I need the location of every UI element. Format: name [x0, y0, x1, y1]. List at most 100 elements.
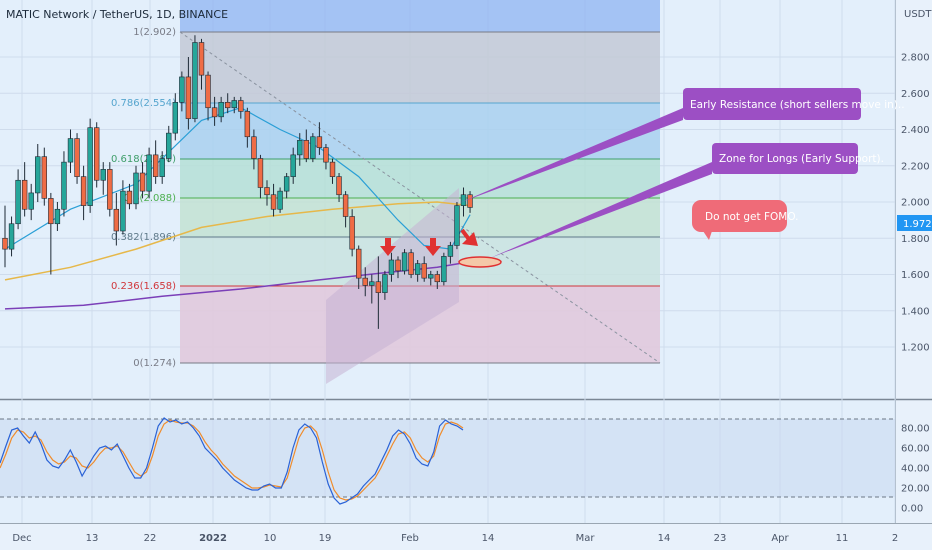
candle-body: [342, 194, 349, 217]
candle: [54, 202, 61, 231]
candle-body: [231, 100, 237, 109]
price-axis[interactable]: 2.800 2.600 2.400 2.200 2.000 1.800 1.600 1.400…: [901, 53, 930, 354]
candle-body: [159, 158, 165, 177]
stoch-d-line: [0, 419, 464, 501]
candle-body: [107, 169, 113, 210]
price-tick-label: 2.800: [901, 53, 930, 64]
candle-body: [28, 192, 34, 210]
candle: [316, 122, 323, 155]
candle: [369, 274, 375, 304]
fib-level-label: 1(2.902): [133, 27, 176, 38]
candle: [329, 158, 336, 184]
candle-body: [67, 138, 74, 163]
candle: [146, 147, 152, 199]
descending-trend-line[interactable]: [179, 31, 661, 364]
candle: [342, 191, 349, 228]
candle-body: [408, 252, 414, 275]
last-price-label: 1.972: [903, 219, 932, 230]
candle: [152, 140, 159, 184]
price-tick-label: 1.200: [901, 343, 930, 354]
candle-body: [8, 223, 15, 250]
candle-body: [395, 259, 401, 272]
date-axis-background: [0, 523, 932, 550]
stoch-axis: 80.00 60.00 40.00 20.00 0.00: [901, 424, 930, 515]
candle: [133, 165, 139, 210]
candle-body: [244, 111, 251, 138]
candle: [395, 256, 401, 279]
candle-body: [211, 107, 218, 118]
candle-body: [192, 42, 198, 119]
candle-body: [414, 263, 421, 275]
candle: [447, 241, 454, 264]
candle: [87, 118, 93, 213]
candle: [113, 192, 120, 246]
support-ellipse[interactable]: [458, 256, 502, 268]
date-axis[interactable]: Dec 13 22 2022 10 19 Feb 14 Mar 14 23 Apr 11 2: [12, 533, 898, 544]
candle: [211, 96, 218, 126]
date-tick-label: 2022: [199, 533, 227, 544]
candle: [290, 147, 296, 184]
candle-body: [41, 156, 48, 199]
candle: [159, 151, 165, 184]
candle: [8, 216, 15, 257]
fib-zone-0618-05: [180, 159, 660, 198]
stoch-k-line: [0, 417, 464, 505]
price-tick-label: 2.200: [901, 161, 930, 172]
date-tick-label: Apr: [771, 533, 789, 544]
price-tick-label: 1.600: [901, 270, 930, 281]
fib-level-label: 0.5(2.088): [124, 193, 176, 204]
date-tick-label: 14: [482, 533, 495, 544]
candle: [270, 183, 277, 217]
candle-body: [336, 176, 342, 196]
candle-body: [303, 140, 309, 159]
candle: [244, 107, 251, 148]
candle-body: [87, 127, 93, 206]
stoch-tick-label: 20.00: [901, 484, 930, 495]
stoch-band-fill: [0, 419, 895, 497]
candle: [375, 256, 382, 329]
candle-body: [369, 281, 375, 286]
candle: [323, 144, 329, 170]
price-axis-background: [895, 0, 932, 523]
candle: [434, 270, 440, 289]
candle: [441, 252, 447, 286]
callout-fomo[interactable]: Do not get FOMO.: [692, 200, 799, 240]
candle: [257, 154, 264, 199]
candle: [61, 151, 67, 217]
callout-longs[interactable]: Zone for Longs (Early Support).: [490, 143, 884, 258]
last-price-tag: 1.972: [897, 215, 932, 231]
candle: [107, 162, 113, 217]
candle-body: [21, 179, 28, 210]
candle-body: [270, 194, 277, 210]
callout-resistance[interactable]: Early Resistance (short sellers move in)…: [459, 88, 905, 203]
candle-body: [61, 161, 67, 210]
candle: [283, 173, 290, 199]
rising-channel[interactable]: [326, 188, 459, 384]
candle-body: [257, 158, 264, 188]
candle-body: [15, 179, 21, 225]
candle-body: [35, 156, 41, 194]
candle: [48, 192, 54, 275]
candle: [231, 96, 237, 114]
candle: [408, 249, 414, 279]
price-tick-label: 1.400: [901, 306, 930, 317]
candle: [225, 93, 231, 114]
price-tick-label: 2.400: [901, 125, 930, 136]
candle-body: [428, 274, 434, 279]
candle: [362, 267, 368, 297]
candle-body: [139, 172, 146, 192]
currency-label: USDT: [904, 9, 932, 20]
candle-body: [80, 176, 87, 206]
candle: [41, 147, 48, 206]
candle: [192, 35, 198, 123]
candle-body: [172, 102, 178, 134]
candle-body: [277, 190, 283, 210]
candle: [428, 270, 434, 286]
candle: [15, 169, 21, 230]
date-tick-label: 19: [319, 533, 332, 544]
candle-body: [447, 245, 454, 257]
date-tick-label: 23: [714, 533, 727, 544]
candle-body: [133, 172, 139, 205]
candle-body: [316, 136, 323, 148]
